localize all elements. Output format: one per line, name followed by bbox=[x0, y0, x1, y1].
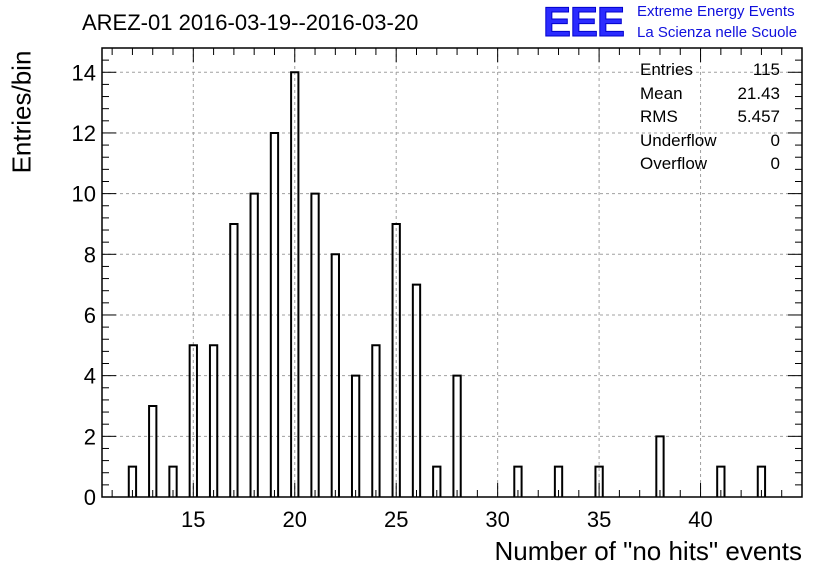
x-axis-label: Number of "no hits" events bbox=[494, 536, 803, 566]
histogram-bar bbox=[168, 465, 178, 497]
histogram-bar bbox=[290, 71, 300, 497]
plot-frame bbox=[101, 47, 803, 498]
histogram-bar bbox=[432, 465, 442, 497]
stat-row-underflow: Underflow 0 bbox=[640, 129, 780, 153]
histogram-bar bbox=[330, 253, 340, 497]
histogram-bar bbox=[716, 465, 726, 497]
y-tick-label: 2 bbox=[84, 424, 96, 449]
chart-title: AREZ-01 2016-03-19--2016-03-20 bbox=[82, 10, 419, 35]
histogram-bar bbox=[188, 344, 198, 497]
histogram-bar bbox=[655, 435, 665, 497]
histogram-bar bbox=[513, 465, 523, 497]
y-tick-label: 12 bbox=[72, 121, 96, 146]
histogram-bar bbox=[127, 465, 138, 497]
y-tick-label: 4 bbox=[84, 364, 96, 389]
stats-box: Entries 115 Mean 21.43 RMS 5.457 Underfl… bbox=[640, 58, 780, 176]
histogram-bar bbox=[756, 465, 767, 497]
stat-label: Underflow bbox=[640, 130, 717, 150]
histogram-bar bbox=[452, 374, 462, 497]
tick-labels: 15 20 25 30 35 40 0 2 4 6 8 10 12 14 bbox=[72, 60, 713, 532]
stat-value: 5.457 bbox=[737, 107, 780, 126]
histogram-bars bbox=[127, 71, 767, 497]
histogram-bar bbox=[553, 465, 564, 497]
y-tick-label: 6 bbox=[84, 303, 96, 328]
x-tick-label: 30 bbox=[485, 507, 509, 532]
x-tick-label: 25 bbox=[384, 507, 408, 532]
x-tick-label: 20 bbox=[283, 507, 307, 532]
y-tick-label: 14 bbox=[72, 60, 96, 85]
histogram-bar bbox=[208, 344, 219, 497]
stat-label: Mean bbox=[640, 83, 683, 103]
stat-value: 115 bbox=[752, 60, 780, 79]
histogram-bar bbox=[148, 404, 158, 497]
stat-value: 21.43 bbox=[737, 83, 780, 103]
histogram-bar bbox=[269, 131, 280, 497]
stat-row-rms: RMS 5.457 bbox=[640, 105, 780, 129]
stat-row-mean: Mean 21.43 bbox=[640, 82, 780, 106]
histogram-bar bbox=[371, 344, 381, 497]
y-tick-label: 10 bbox=[72, 182, 96, 207]
stat-label: Entries bbox=[640, 60, 693, 79]
logo-text-line1: Extreme Energy Events bbox=[637, 3, 795, 20]
y-axis-label: Entries/bin bbox=[6, 50, 37, 174]
stat-label: RMS bbox=[640, 107, 678, 126]
grid-lines bbox=[102, 48, 802, 497]
x-tick-label: 15 bbox=[181, 507, 205, 532]
histogram-bar bbox=[310, 192, 320, 497]
stat-row-overflow: Overflow 0 bbox=[640, 152, 780, 176]
stat-value: 0 bbox=[770, 130, 780, 150]
logo-text-line2: La Scienza nelle Scuole bbox=[637, 24, 798, 41]
histogram-bar bbox=[391, 222, 401, 497]
stat-row-entries: Entries 115 bbox=[640, 58, 780, 82]
stat-value: 0 bbox=[770, 154, 780, 173]
histogram-bar bbox=[594, 465, 604, 497]
stat-label: Overflow bbox=[640, 154, 708, 173]
x-tick-label: 40 bbox=[688, 507, 712, 532]
y-tick-label: 8 bbox=[84, 242, 96, 267]
eee-logo: EEE bbox=[542, 0, 625, 46]
histogram-bar bbox=[229, 222, 239, 497]
axes bbox=[101, 47, 803, 498]
histogram-bar bbox=[411, 283, 422, 497]
y-tick-label: 0 bbox=[84, 485, 96, 510]
histogram-bar bbox=[249, 192, 259, 497]
x-tick-label: 35 bbox=[587, 507, 611, 532]
histogram-bar bbox=[350, 374, 361, 497]
